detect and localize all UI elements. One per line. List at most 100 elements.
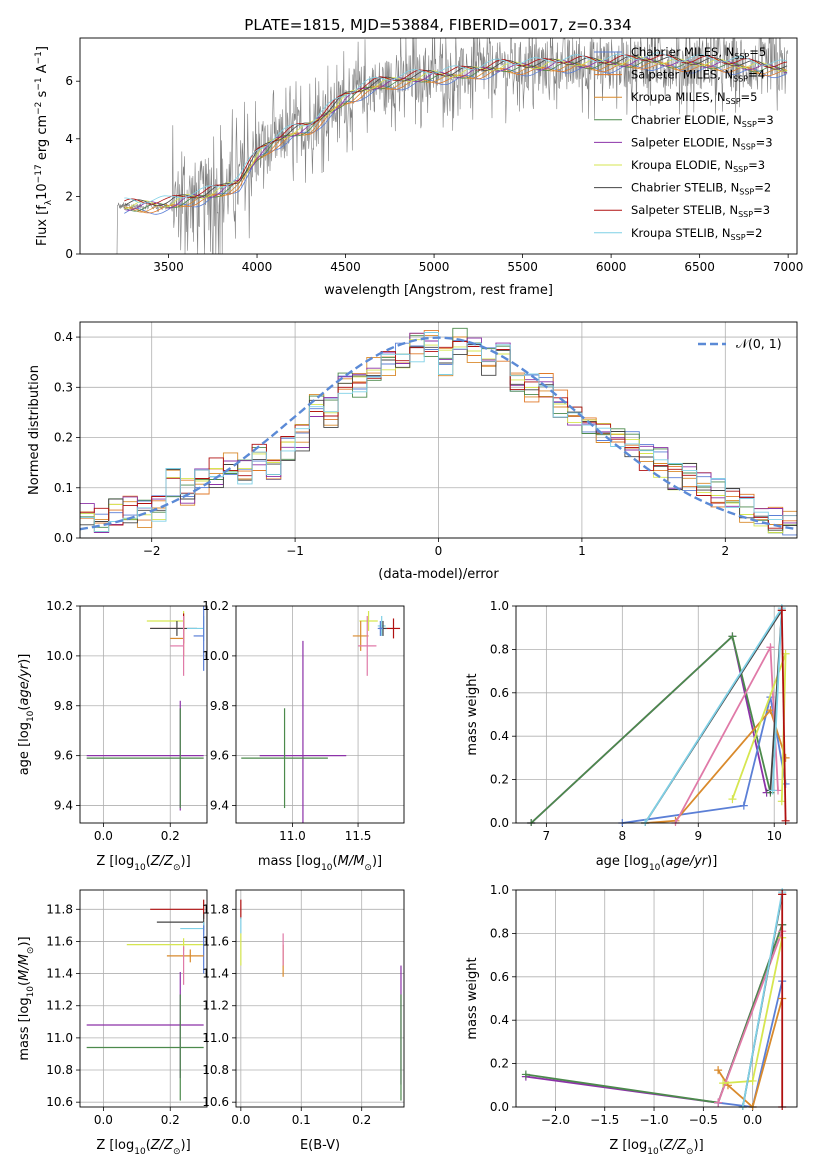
massweight-line	[780, 610, 787, 821]
x-tick-label: 0.0	[94, 1113, 113, 1127]
histogram-kroupa-stelib	[80, 332, 797, 538]
x-tick-label: 7000	[773, 260, 804, 274]
normal-curve	[80, 336, 797, 531]
spectrum-plot-area	[115, 38, 789, 254]
massweight-marker	[714, 1098, 723, 1107]
y-tick-label: 10.2	[46, 599, 73, 613]
errorbar-point	[359, 610, 378, 631]
y-tick-label: 9.8	[54, 699, 73, 713]
errorbar-plot-area	[241, 610, 401, 823]
y-tick-label: 11.0	[46, 1031, 73, 1045]
massweight-marker	[781, 816, 790, 825]
massweight_vs_age-panel: 7 8 9 10 0.0 0.2 0.4 0.6 0.8 1.0 age [log10(age/yr…	[465, 599, 798, 873]
errorbar-point	[259, 640, 347, 823]
legend-label: Kroupa STELIB, NSSP=2	[631, 226, 762, 242]
y-axis-label: Flux [fλ10−17 erg cm−2 s−1 A−1]	[34, 46, 54, 246]
model-line-salpeter-miles	[124, 62, 788, 214]
x-tick-label: 0.0	[231, 1113, 250, 1127]
x-tick-label: 4000	[242, 260, 273, 274]
massweight-line	[622, 696, 787, 824]
x-axis-label: wavelength [Angstrom, rest frame]	[324, 283, 553, 298]
y-tick-label: 4	[65, 132, 73, 146]
y-tick-label: 0.0	[54, 531, 73, 545]
y-tick-label: 0.0	[490, 1100, 509, 1114]
y-tick-label: 6	[65, 74, 73, 88]
x-tick-label: 4500	[330, 260, 361, 274]
y-tick-label: 0.4	[490, 1013, 509, 1027]
y-tick-label: 11.8	[202, 902, 229, 916]
y-axis-label: mass [log10(M/M⊙)]	[17, 936, 36, 1060]
y-tick-label: 10.6	[202, 1095, 229, 1109]
model-line-salpeter-elodie	[124, 57, 788, 211]
massweight-line	[717, 998, 784, 1109]
x-axis-label: (data-model)/error	[378, 567, 499, 582]
model-line-salpeter-stelib	[124, 54, 788, 205]
legend-label: Chabrier MILES, NSSP=5	[631, 45, 766, 61]
y-tick-label: 9.4	[54, 799, 73, 813]
x-tick-label: −1.5	[590, 1113, 619, 1127]
y-tick-label: 1.0	[490, 599, 509, 613]
massweight-marker	[521, 1070, 530, 1079]
x-tick-label: −2	[143, 544, 161, 558]
x-tick-label: 2	[721, 544, 729, 558]
axes-frame	[79, 321, 798, 539]
errorbar-point	[377, 615, 386, 636]
histogram-plot-area	[80, 327, 797, 538]
massweight-line	[741, 892, 784, 1108]
y-tick-label: 0.8	[490, 642, 509, 656]
y-tick-label: 11.2	[46, 999, 73, 1013]
massweight-marker	[748, 1076, 757, 1085]
y-tick-label: 11.4	[202, 967, 229, 981]
y-tick-label: 0.2	[490, 1057, 509, 1071]
x-tick-label: 0	[435, 544, 443, 558]
x-axis-label: age [log10(age/yr)]	[596, 854, 718, 873]
axes-frame	[79, 37, 798, 255]
x-tick-label: 5000	[419, 260, 450, 274]
y-tick-label: 0.4	[490, 729, 509, 743]
x-tick-label: 9	[694, 829, 702, 843]
y-axis-label: Normed distribution	[27, 365, 42, 495]
x-tick-label: 0.0	[94, 829, 113, 843]
residuals-panel: −2 −1 0 1 2 0.0 0.1 0.2 0.3 0.4 𝒩(0, 1) (data-model…	[27, 321, 798, 582]
x-tick-label: −2.0	[541, 1113, 570, 1127]
spectrum-data-line	[115, 38, 789, 254]
x-tick-label: 11.0	[279, 829, 306, 843]
y-tick-label: 2	[65, 189, 73, 203]
y-tick-label: 11.6	[46, 934, 73, 948]
massweight-marker	[719, 1079, 728, 1088]
spectrum-panel: 3500 4000 4500 5000 5500 6000 6500 7000 0 2 4 6 Chab…	[34, 37, 804, 298]
mass_vs_Z-panel: 0.0 0.2 10.6 10.8 11.0 11.2 11.4 11.6 11.8 Z [log…	[17, 889, 208, 1157]
model-line-kroupa-elodie	[124, 56, 788, 210]
y-tick-label: 0.1	[54, 481, 73, 495]
legend-label: Salpeter STELIB, NSSP=3	[631, 203, 770, 219]
y-tick-label: 9.8	[210, 699, 229, 713]
x-axis-label: E(B-V)	[300, 1138, 340, 1153]
massweight-marker	[777, 606, 786, 615]
legend-label: Chabrier ELODIE, NSSP=3	[631, 113, 774, 129]
y-tick-label: 0.6	[490, 970, 509, 984]
y-tick-label: 9.6	[210, 749, 229, 763]
massweight-marker	[714, 1066, 723, 1075]
x-tick-label: 5500	[507, 260, 538, 274]
errorbar-point	[86, 700, 204, 811]
x-tick-label: 0.2	[161, 1113, 180, 1127]
massweight-marker	[778, 890, 787, 899]
y-tick-label: 0.6	[490, 686, 509, 700]
model-line-kroupa-miles	[124, 60, 788, 213]
y-tick-label: 10.0	[46, 649, 73, 663]
errorbar-point	[86, 708, 204, 809]
massweight-line	[674, 643, 779, 824]
x-axis-label: mass [log10(M/M⊙)]	[258, 854, 382, 873]
y-tick-label: 11.0	[202, 1031, 229, 1045]
x-tick-label: 10	[767, 829, 782, 843]
x-axis-label: Z [log10(Z/Z⊙)]	[609, 1138, 703, 1157]
x-tick-label: 0.2	[161, 829, 180, 843]
x-tick-label: 6000	[596, 260, 627, 274]
axes-frame	[515, 605, 798, 824]
y-tick-label: 9.6	[54, 749, 73, 763]
x-tick-label: 8	[619, 829, 627, 843]
massweight_vs_Z-panel: −2.0 −1.5 −1.0 −0.5 0.0 0.0 0.2 0.4 0.6 0.8 1.0 Z […	[465, 883, 798, 1157]
x-axis-label: Z [log10(Z/Z⊙)]	[96, 854, 190, 873]
y-tick-label: 1.0	[490, 883, 509, 897]
